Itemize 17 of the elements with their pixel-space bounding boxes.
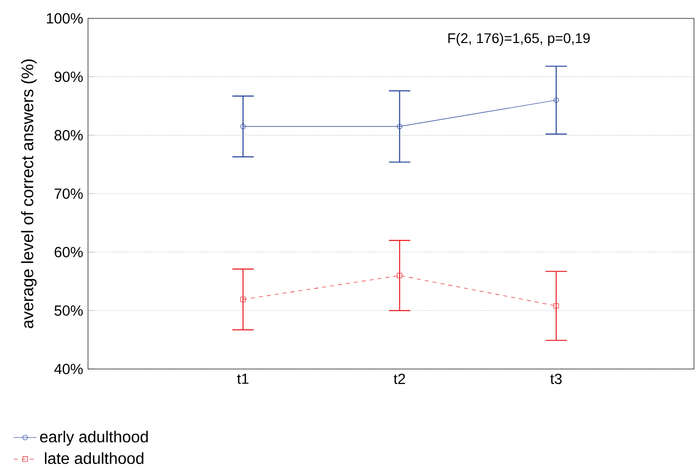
point (240, 296, 246, 302)
y-tick-label: 100% (46, 13, 83, 24)
y-tick-label: 90% (54, 72, 83, 82)
x-tick-label: t1 (237, 374, 248, 384)
legend-label: late adulthood (44, 452, 144, 464)
x-tick-label: t3 (550, 374, 562, 384)
y-tick-label: 70% (54, 188, 83, 199)
y-tick-label: 60% (54, 246, 83, 258)
y-tick-label: 80% (54, 130, 83, 140)
point (396, 272, 402, 278)
x-tick-label: t2 (394, 374, 405, 384)
y-axis-title: average level of correct answers (%) (21, 60, 37, 328)
y-tick-label: 50% (54, 305, 83, 316)
y-tick-label: 40% (54, 364, 83, 374)
annotation: F(2, 176)=1,65, p=0,19 (448, 32, 590, 46)
point (554, 303, 559, 309)
legend-label: early adulthood (40, 430, 148, 446)
